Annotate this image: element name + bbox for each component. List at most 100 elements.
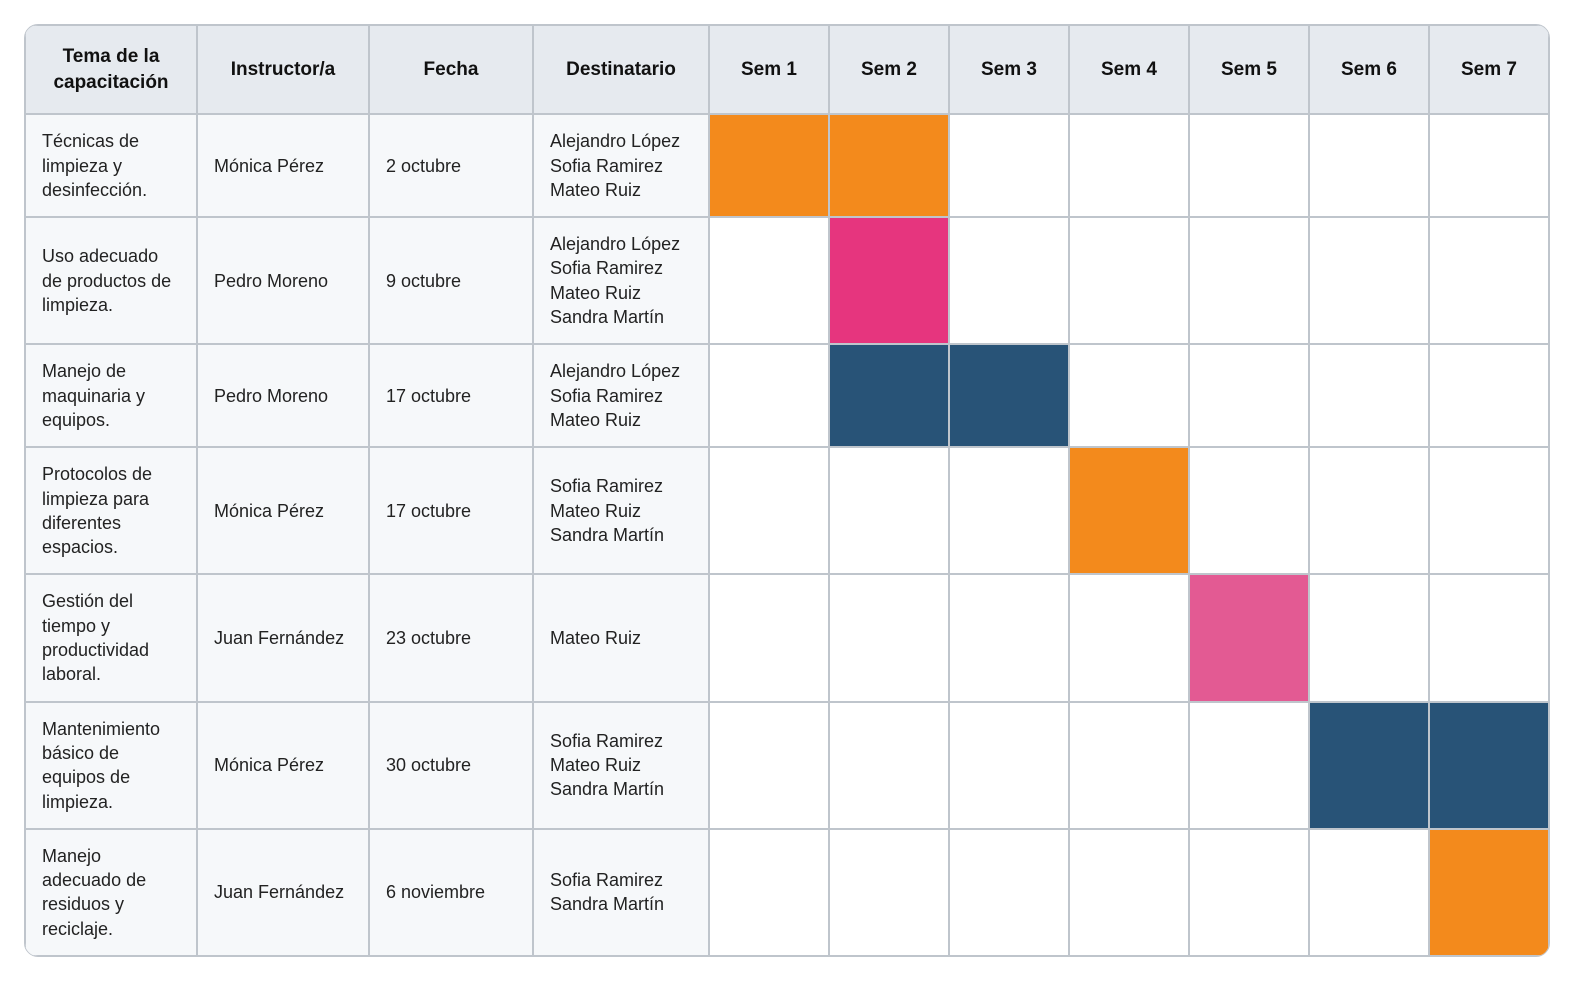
cell-week-2	[829, 344, 949, 447]
cell-week-1	[709, 702, 829, 829]
cell-date: 17 octubre	[369, 344, 533, 447]
cell-topic: Manejo adecuado de residuos y reciclaje.	[25, 829, 197, 956]
cell-week-1	[709, 114, 829, 217]
cell-instructor: Juan Fernández	[197, 829, 369, 956]
recipient-name: Mateo Ruiz	[550, 499, 692, 523]
cell-week-4	[1069, 344, 1189, 447]
cell-week-7	[1429, 114, 1549, 217]
recipient-name: Sofia Ramirez	[550, 868, 692, 892]
cell-week-7	[1429, 702, 1549, 829]
table-row: Manejo adecuado de residuos y reciclaje.…	[25, 829, 1549, 956]
recipient-name: Alejandro López	[550, 359, 692, 383]
cell-instructor: Pedro Moreno	[197, 344, 369, 447]
table-row: Manejo de maquinaria y equipos.Pedro Mor…	[25, 344, 1549, 447]
cell-week-1	[709, 447, 829, 574]
recipient-name: Sofia Ramirez	[550, 256, 692, 280]
table-row: Protocolos de limpieza para diferentes e…	[25, 447, 1549, 574]
cell-week-6	[1309, 829, 1429, 956]
cell-week-3	[949, 447, 1069, 574]
cell-week-4	[1069, 217, 1189, 344]
cell-recipients: Sofia RamirezSandra Martín	[533, 829, 709, 956]
cell-date: 17 octubre	[369, 447, 533, 574]
header-week-6: Sem 6	[1309, 25, 1429, 114]
cell-instructor: Mónica Pérez	[197, 702, 369, 829]
header-week-5: Sem 5	[1189, 25, 1309, 114]
cell-week-7	[1429, 829, 1549, 956]
cell-topic: Uso adecuado de productos de limpieza.	[25, 217, 197, 344]
training-schedule-table-wrap: Tema de la capacitación Instructor/a Fec…	[24, 24, 1548, 957]
cell-week-7	[1429, 217, 1549, 344]
recipient-name: Sandra Martín	[550, 892, 692, 916]
table-body: Técnicas de limpieza y desinfección.Móni…	[25, 114, 1549, 956]
recipient-name: Mateo Ruiz	[550, 178, 692, 202]
cell-topic: Mantenimiento básico de equipos de limpi…	[25, 702, 197, 829]
cell-recipients: Alejandro LópezSofia RamirezMateo Ruiz	[533, 114, 709, 217]
recipient-name: Sandra Martín	[550, 777, 692, 801]
cell-week-6	[1309, 344, 1429, 447]
cell-instructor: Pedro Moreno	[197, 217, 369, 344]
training-schedule-table: Tema de la capacitación Instructor/a Fec…	[24, 24, 1550, 957]
cell-recipients: Sofia RamirezMateo RuizSandra Martín	[533, 447, 709, 574]
table-row: Uso adecuado de productos de limpieza.Pe…	[25, 217, 1549, 344]
header-week-3: Sem 3	[949, 25, 1069, 114]
cell-week-5	[1189, 344, 1309, 447]
cell-week-4	[1069, 702, 1189, 829]
cell-week-1	[709, 574, 829, 701]
cell-topic: Técnicas de limpieza y desinfección.	[25, 114, 197, 217]
cell-week-7	[1429, 447, 1549, 574]
recipient-name: Mateo Ruiz	[550, 408, 692, 432]
cell-topic: Protocolos de limpieza para diferentes e…	[25, 447, 197, 574]
cell-week-6	[1309, 574, 1429, 701]
cell-week-6	[1309, 702, 1429, 829]
header-instructor: Instructor/a	[197, 25, 369, 114]
cell-week-5	[1189, 114, 1309, 217]
recipient-name: Sofia Ramirez	[550, 729, 692, 753]
cell-date: 2 octubre	[369, 114, 533, 217]
cell-date: 23 octubre	[369, 574, 533, 701]
cell-week-7	[1429, 344, 1549, 447]
cell-week-7	[1429, 574, 1549, 701]
cell-week-2	[829, 829, 949, 956]
cell-week-2	[829, 217, 949, 344]
recipient-name: Sandra Martín	[550, 523, 692, 547]
recipient-name: Mateo Ruiz	[550, 626, 692, 650]
cell-week-5	[1189, 447, 1309, 574]
cell-week-3	[949, 829, 1069, 956]
cell-week-6	[1309, 114, 1429, 217]
header-week-7: Sem 7	[1429, 25, 1549, 114]
cell-topic: Manejo de maquinaria y equipos.	[25, 344, 197, 447]
cell-week-4	[1069, 447, 1189, 574]
cell-date: 9 octubre	[369, 217, 533, 344]
header-week-1: Sem 1	[709, 25, 829, 114]
table-row: Técnicas de limpieza y desinfección.Móni…	[25, 114, 1549, 217]
cell-week-2	[829, 702, 949, 829]
recipient-name: Mateo Ruiz	[550, 753, 692, 777]
recipient-name: Alejandro López	[550, 232, 692, 256]
header-row: Tema de la capacitación Instructor/a Fec…	[25, 25, 1549, 114]
cell-instructor: Mónica Pérez	[197, 114, 369, 217]
cell-topic: Gestión del tiempo y productividad labor…	[25, 574, 197, 701]
cell-week-3	[949, 114, 1069, 217]
cell-week-6	[1309, 447, 1429, 574]
cell-week-2	[829, 447, 949, 574]
cell-instructor: Mónica Pérez	[197, 447, 369, 574]
cell-date: 30 octubre	[369, 702, 533, 829]
header-topic: Tema de la capacitación	[25, 25, 197, 114]
recipient-name: Sofia Ramirez	[550, 384, 692, 408]
cell-week-2	[829, 114, 949, 217]
cell-date: 6 noviembre	[369, 829, 533, 956]
cell-instructor: Juan Fernández	[197, 574, 369, 701]
recipient-name: Mateo Ruiz	[550, 281, 692, 305]
table-row: Mantenimiento básico de equipos de limpi…	[25, 702, 1549, 829]
cell-week-4	[1069, 829, 1189, 956]
cell-week-3	[949, 574, 1069, 701]
cell-recipients: Alejandro LópezSofia RamirezMateo Ruiz	[533, 344, 709, 447]
recipient-name: Alejandro López	[550, 129, 692, 153]
cell-week-6	[1309, 217, 1429, 344]
recipient-name: Sofia Ramirez	[550, 474, 692, 498]
cell-week-4	[1069, 574, 1189, 701]
cell-week-2	[829, 574, 949, 701]
table-row: Gestión del tiempo y productividad labor…	[25, 574, 1549, 701]
cell-week-5	[1189, 217, 1309, 344]
recipient-name: Sofia Ramirez	[550, 154, 692, 178]
